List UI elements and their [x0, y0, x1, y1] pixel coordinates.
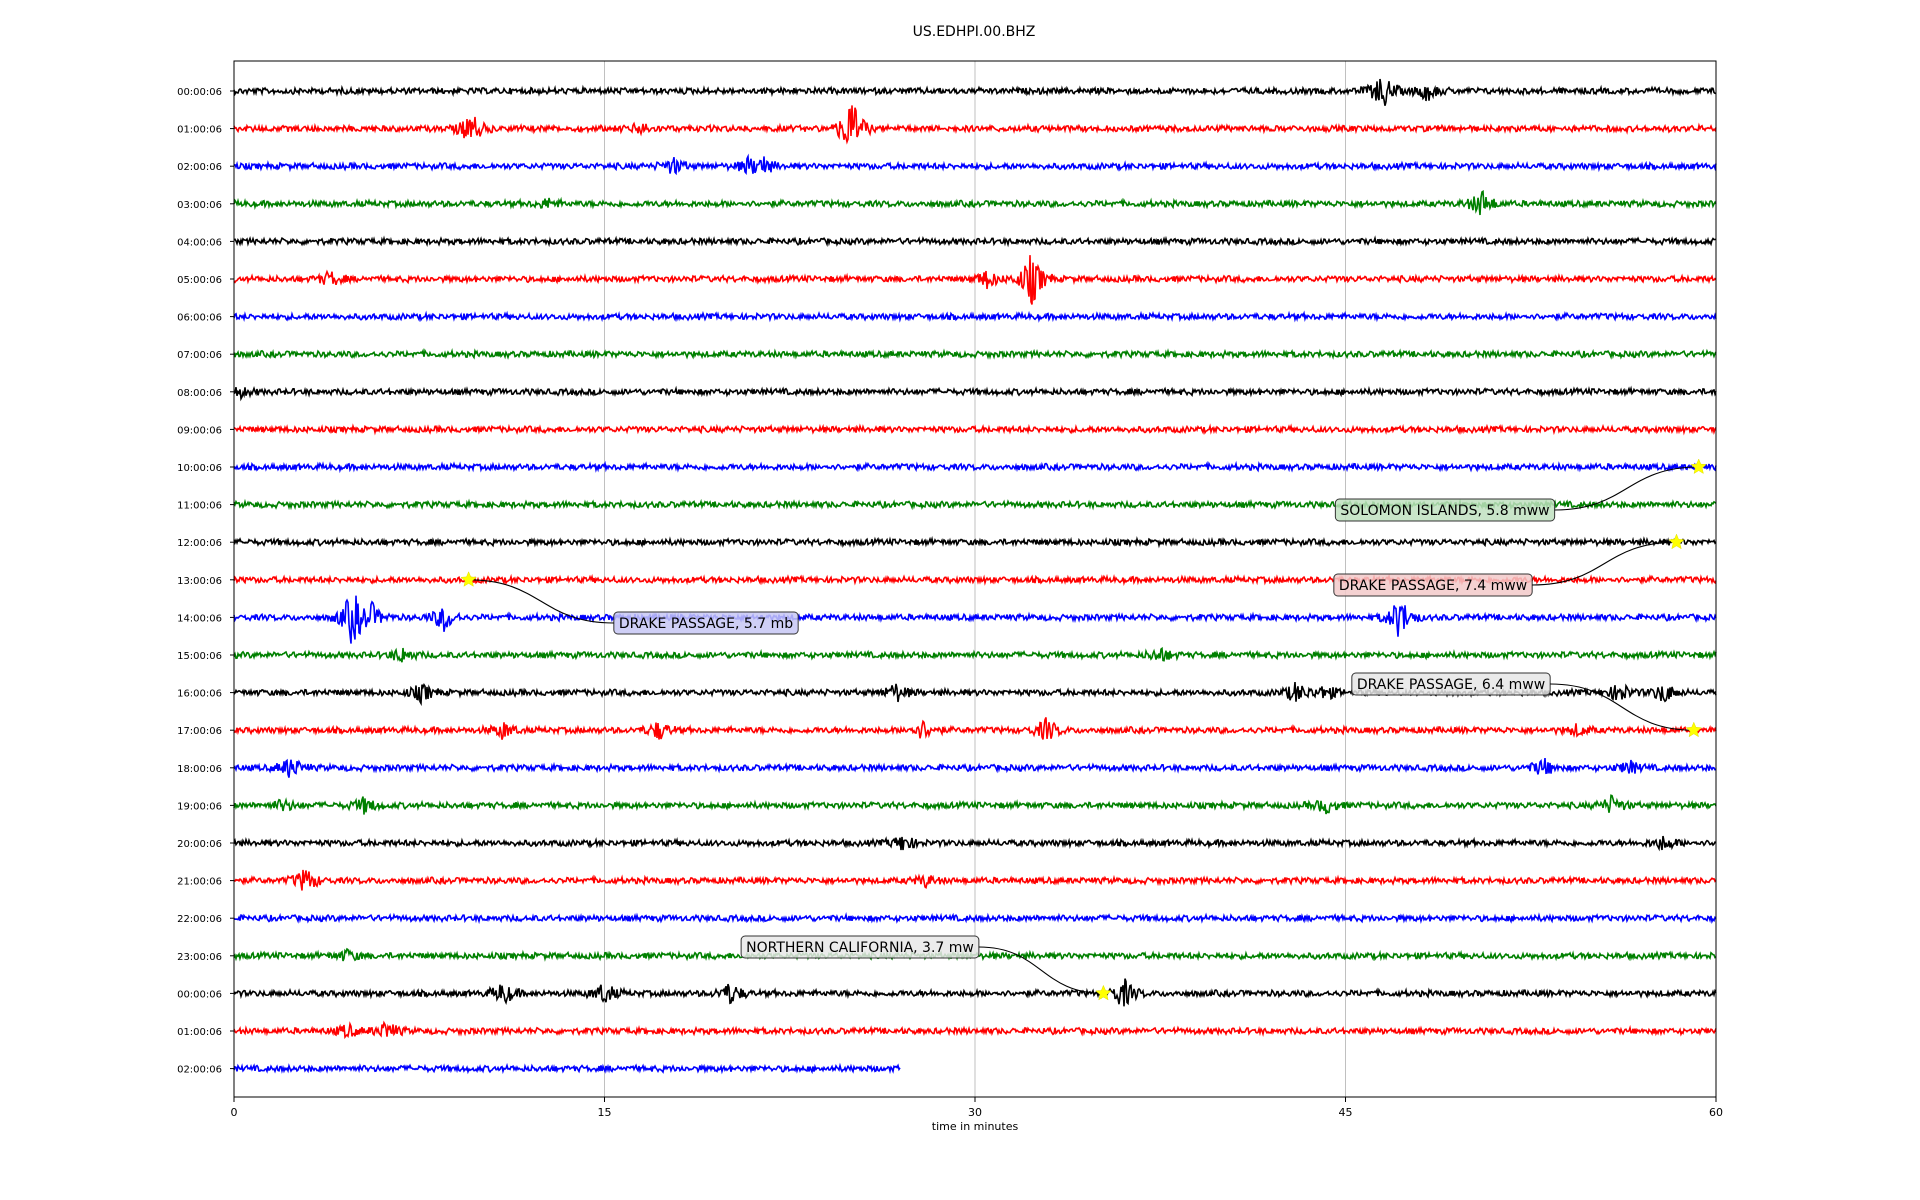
y-tick-label: 22:00:06: [177, 914, 222, 925]
y-tick-label: 12:00:06: [177, 538, 222, 549]
y-tick-label: 20:00:06: [177, 839, 222, 850]
y-tick-label: 00:00:06: [177, 989, 222, 1000]
event-star-marker: [460, 571, 477, 587]
y-tick-label: 16:00:06: [177, 689, 222, 700]
trace-line: [233, 423, 1717, 436]
trace-line: [233, 190, 1717, 216]
y-tick-label: 11:00:06: [177, 501, 222, 512]
y-tick-label: 01:00:06: [177, 125, 222, 136]
y-tick-label: 14:00:06: [177, 613, 222, 624]
y-tick-label: 07:00:06: [177, 350, 222, 361]
trace-line: [233, 794, 1717, 815]
y-tick-label: 02:00:06: [177, 162, 222, 173]
event-label: NORTHERN CALIFORNIA, 3.7 mw: [746, 940, 974, 956]
trace-line: [233, 105, 1717, 145]
event-annotation: SOLOMON ISLANDS, 5.8 mww: [1334, 458, 1707, 522]
y-tick-label: 10:00:06: [177, 463, 222, 474]
event-star-marker: [1690, 458, 1707, 475]
event-label: DRAKE PASSAGE, 7.4 mww: [1339, 578, 1527, 594]
y-tick-label: 21:00:06: [177, 877, 222, 888]
y-tick-label: 23:00:06: [177, 952, 222, 963]
chart-title: US.EDHPI.00.BHZ: [913, 24, 1036, 40]
trace-line: [233, 385, 1717, 402]
y-tick-label: 05:00:06: [177, 275, 222, 286]
traces: [233, 78, 1717, 1075]
trace-line: [233, 347, 1717, 360]
x-tick-label: 45: [1339, 1106, 1353, 1119]
y-tick-label: 06:00:06: [177, 313, 222, 324]
y-tick-label: 18:00:06: [177, 764, 222, 775]
y-tick-label: 19:00:06: [177, 801, 222, 812]
trace-line: [233, 1020, 1717, 1040]
trace-line: [233, 310, 1717, 323]
y-tick-label: 01:00:06: [177, 1027, 222, 1038]
event-annotation: DRAKE PASSAGE, 7.4 mww: [1333, 533, 1685, 597]
event-annotation: NORTHERN CALIFORNIA, 3.7 mw: [740, 935, 1112, 1001]
y-tick-label: 08:00:06: [177, 388, 222, 399]
event-connector: [978, 946, 1104, 994]
event-label: SOLOMON ISLANDS, 5.8 mww: [1340, 503, 1549, 519]
event-annotations: SOLOMON ISLANDS, 5.8 mww DRAKE PASSAGE, 7…: [460, 458, 1707, 1001]
trace-line: [233, 717, 1717, 740]
event-label: DRAKE PASSAGE, 5.7 mb: [619, 616, 793, 632]
event-label: DRAKE PASSAGE, 6.4 mww: [1357, 677, 1545, 693]
y-tick-labels: 00:00:06 01:00:06 02:00:06 03:00:06 04:00:06…: [177, 87, 234, 1076]
y-tick-label: 09:00:06: [177, 425, 222, 436]
x-axis-label: time in minutes: [932, 1120, 1019, 1133]
trace-line: [233, 235, 1717, 248]
event-annotation: DRAKE PASSAGE, 5.7 mb: [460, 571, 799, 635]
event-connector: [468, 579, 614, 624]
trace-line: [233, 255, 1717, 305]
y-tick-label: 04:00:06: [177, 237, 222, 248]
trace-line: [233, 595, 1717, 644]
y-tick-label: 13:00:06: [177, 576, 222, 587]
event-star-marker: [1685, 721, 1703, 738]
y-tick-label: 00:00:06: [177, 87, 222, 98]
event-star-marker: [1095, 984, 1112, 1001]
x-ticks: 0 15 30 45 60: [231, 1097, 1723, 1119]
x-tick-label: 0: [231, 1106, 238, 1119]
trace-line: [233, 869, 1717, 891]
event-connector: [1554, 466, 1699, 511]
event-annotation: DRAKE PASSAGE, 6.4 mww: [1351, 672, 1703, 738]
x-tick-label: 30: [968, 1106, 982, 1119]
x-tick-label: 15: [598, 1106, 612, 1119]
y-tick-label: 17:00:06: [177, 726, 222, 737]
x-tick-label: 60: [1709, 1106, 1723, 1119]
trace-line: [233, 978, 1717, 1007]
trace-line: [233, 646, 1717, 663]
trace-line: [233, 912, 1717, 925]
trace-line: [233, 835, 1717, 852]
trace-line: [233, 758, 1717, 778]
trace-line: [234, 153, 1717, 176]
trace-line: [233, 78, 1717, 106]
trace-line: [233, 460, 1717, 474]
y-tick-label: 02:00:06: [177, 1065, 222, 1076]
event-star-marker: [1668, 533, 1685, 550]
trace-line: [233, 535, 1717, 549]
trace-line: [233, 1062, 901, 1075]
event-connector: [1532, 541, 1677, 586]
event-connector: [1550, 683, 1694, 731]
y-tick-label: 03:00:06: [177, 200, 222, 211]
y-tick-label: 15:00:06: [177, 651, 222, 662]
